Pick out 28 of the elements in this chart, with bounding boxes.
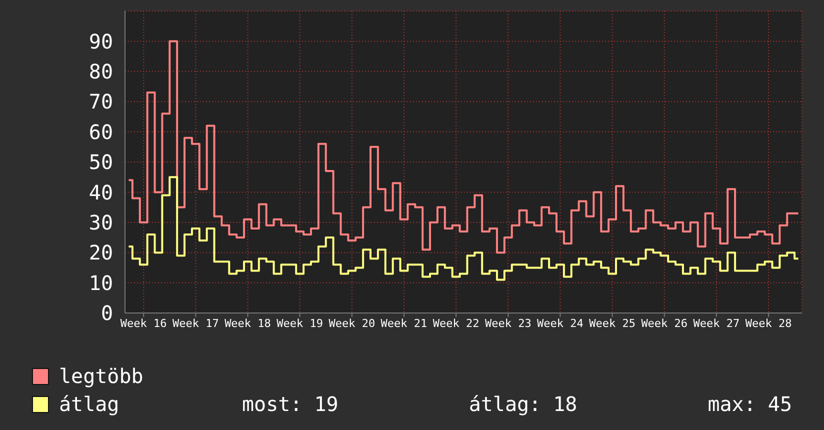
y-tick-label: 30 xyxy=(88,210,113,234)
y-tick-label: 20 xyxy=(88,240,113,265)
x-tick-label: Week 22 xyxy=(432,316,480,330)
x-tick-label: Week 28 xyxy=(745,316,792,330)
x-tick-label: Week 16 xyxy=(120,316,167,330)
y-tick-label: 90 xyxy=(88,29,113,54)
x-tick-label: Week 17 xyxy=(172,316,219,330)
y-tick-label: 70 xyxy=(88,90,113,114)
text: átlag: 18 xyxy=(468,392,578,416)
legend-label: legtöbb xyxy=(59,364,144,388)
x-tick-label: Week 19 xyxy=(276,316,324,330)
y-tick-label: 60 xyxy=(88,120,113,144)
text: max: 45 xyxy=(708,392,792,416)
x-tick-label: Week 23 xyxy=(484,316,532,330)
x-tick-label: Week 24 xyxy=(537,316,584,330)
y-tick-label: 10 xyxy=(88,270,113,295)
x-tick-label: Week 18 xyxy=(224,316,271,330)
text: most: 19 xyxy=(242,392,338,416)
y-tick-label: 0 xyxy=(100,301,113,326)
x-tick-label: Week 21 xyxy=(380,316,428,330)
x-tick-label: Week 27 xyxy=(693,316,740,330)
y-tick-label: 80 xyxy=(88,60,113,84)
y-tick-label: 40 xyxy=(88,180,113,204)
y-tick-label: 50 xyxy=(88,150,113,174)
legend-label: átlag xyxy=(59,392,120,416)
x-tick-label: Week 26 xyxy=(641,316,688,330)
x-tick-label: Week 20 xyxy=(328,316,376,330)
x-tick-label: Week 25 xyxy=(589,316,636,330)
